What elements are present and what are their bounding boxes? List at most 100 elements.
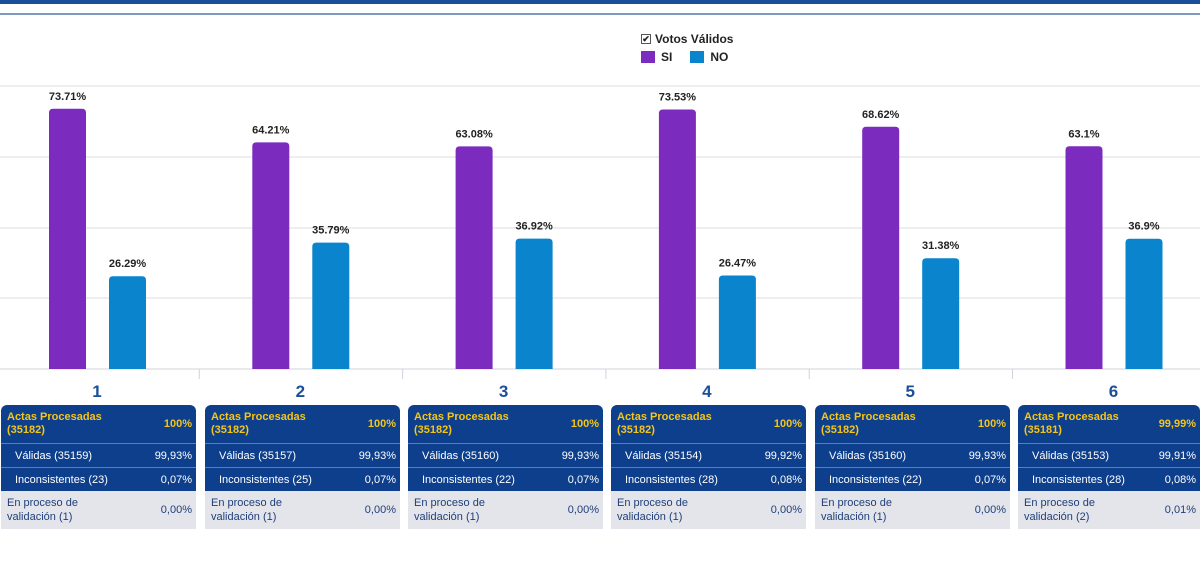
category-label-2: 2 bbox=[296, 382, 305, 400]
actas-value: 100% bbox=[977, 418, 1006, 430]
legend-item-si[interactable]: SI bbox=[641, 50, 672, 64]
en-proceso-label: En proceso de validación (1) bbox=[211, 497, 282, 523]
bar-no-4 bbox=[718, 275, 756, 369]
data-label-si-5: 68.62% bbox=[862, 109, 900, 121]
en-proceso-label: En proceso de validación (1) bbox=[821, 497, 892, 523]
inconsistentes-value: 0,07% bbox=[567, 473, 599, 486]
inconsistentes-value: 0,08% bbox=[770, 473, 802, 486]
actas-value: 100% bbox=[570, 418, 599, 430]
data-label-no-5: 31.38% bbox=[922, 240, 960, 252]
en-proceso-value: 0,00% bbox=[364, 504, 396, 516]
en-proceso-value: 0,00% bbox=[567, 504, 599, 516]
panel-head: Actas Procesadas (35182) 100% bbox=[611, 405, 806, 443]
validas-value: 99,93% bbox=[968, 449, 1006, 462]
legend-title: Votos Válidos bbox=[655, 32, 734, 46]
chart-legend: ✔ Votos Válidos SI NO bbox=[641, 31, 746, 66]
inconsistentes-value: 0,07% bbox=[974, 473, 1006, 486]
panel-row-en-proceso: En proceso de validación (1) 0,00% bbox=[408, 491, 603, 529]
en-proceso-label: En proceso de validación (2) bbox=[1024, 497, 1095, 523]
validas-value: 99,91% bbox=[1158, 449, 1196, 462]
validas-value: 99,92% bbox=[764, 449, 802, 462]
legend-item-no[interactable]: NO bbox=[690, 50, 728, 64]
panel-row-validas: Válidas (35154) 99,92% bbox=[611, 443, 806, 467]
panel-row-validas: Válidas (35159) 99,93% bbox=[1, 443, 196, 467]
panel-row-inconsistentes: Inconsistentes (22) 0,07% bbox=[815, 467, 1010, 491]
data-label-no-3: 36.92% bbox=[515, 221, 553, 233]
bar-si-6 bbox=[1065, 146, 1103, 369]
data-label-no-1: 26.29% bbox=[109, 258, 147, 270]
panel-head: Actas Procesadas (35182) 100% bbox=[815, 405, 1010, 443]
data-label-si-4: 73.53% bbox=[659, 91, 697, 103]
data-label-no-6: 36.9% bbox=[1128, 221, 1159, 233]
validas-label: Válidas (35160) bbox=[829, 449, 907, 462]
panel-row-inconsistentes: Inconsistentes (23) 0,07% bbox=[1, 467, 196, 491]
bar-no-1 bbox=[109, 276, 146, 369]
inconsistentes-value: 0,07% bbox=[364, 473, 396, 486]
actas-label: Actas Procesadas (35182) bbox=[211, 411, 306, 436]
inconsistentes-label: Inconsistentes (28) bbox=[625, 473, 718, 486]
validas-label: Válidas (35159) bbox=[15, 449, 93, 462]
panel-row-en-proceso: En proceso de validación (1) 0,00% bbox=[205, 491, 400, 529]
panel-1: Actas Procesadas (35182) 100% Válidas (35… bbox=[1, 405, 196, 530]
validas-label: Válidas (35160) bbox=[422, 449, 500, 462]
panel-row-validas: Válidas (35157) 99,93% bbox=[205, 443, 400, 467]
panel-row-en-proceso: En proceso de validación (2) 0,01% bbox=[1018, 491, 1200, 529]
checkbox-icon[interactable]: ✔ bbox=[641, 34, 651, 44]
data-label-no-4: 26.47% bbox=[719, 258, 757, 270]
en-proceso-label: En proceso de validación (1) bbox=[414, 497, 485, 523]
en-proceso-value: 0,00% bbox=[160, 504, 192, 516]
category-label-6: 6 bbox=[1109, 382, 1118, 400]
category-label-1: 1 bbox=[92, 382, 101, 400]
legend-title-row[interactable]: ✔ Votos Válidos bbox=[641, 31, 746, 47]
panel-2: Actas Procesadas (35182) 100% Válidas (35… bbox=[205, 405, 400, 530]
actas-value: 99,99% bbox=[1158, 418, 1196, 430]
validas-label: Válidas (35153) bbox=[1032, 449, 1110, 462]
inconsistentes-label: Inconsistentes (22) bbox=[422, 473, 515, 486]
data-label-si-1: 73.71% bbox=[49, 91, 87, 103]
actas-label: Actas Procesadas (35181) bbox=[1024, 411, 1119, 436]
inconsistentes-label: Inconsistentes (25) bbox=[219, 473, 312, 486]
data-label-no-2: 35.79% bbox=[312, 225, 350, 237]
panel-head: Actas Procesadas (35181) 99,99% bbox=[1018, 405, 1200, 443]
inconsistentes-label: Inconsistentes (23) bbox=[15, 473, 108, 486]
actas-value: 100% bbox=[367, 418, 396, 430]
bar-no-2 bbox=[312, 242, 350, 369]
actas-value: 100% bbox=[163, 418, 192, 430]
legend-label-no: NO bbox=[710, 50, 729, 64]
panel-row-inconsistentes: Inconsistentes (25) 0,07% bbox=[205, 467, 400, 491]
bar-no-5 bbox=[922, 258, 960, 369]
validas-value: 99,93% bbox=[358, 449, 396, 462]
bar-chart: 73.71% 26.29% 1 64.21% 35.79% 2 63.08% 36.92% 3 7… bbox=[0, 85, 1200, 400]
data-label-si-6: 63.1% bbox=[1068, 128, 1099, 140]
panel-head: Actas Procesadas (35182) 100% bbox=[1, 405, 196, 443]
bar-no-3 bbox=[515, 238, 553, 369]
actas-value: 100% bbox=[773, 418, 802, 430]
en-proceso-label: En proceso de validación (1) bbox=[617, 497, 688, 523]
inconsistentes-value: 0,07% bbox=[160, 473, 192, 486]
panel-row-inconsistentes: Inconsistentes (22) 0,07% bbox=[408, 467, 603, 491]
actas-label: Actas Procesadas (35182) bbox=[414, 411, 509, 436]
validas-value: 99,93% bbox=[561, 449, 599, 462]
validas-label: Válidas (35154) bbox=[625, 449, 703, 462]
category-label-4: 4 bbox=[702, 382, 712, 400]
panel-5: Actas Procesadas (35182) 100% Válidas (35… bbox=[815, 405, 1010, 530]
legend-swatch-si bbox=[641, 51, 655, 63]
bar-si-5 bbox=[862, 126, 900, 370]
actas-label: Actas Procesadas (35182) bbox=[7, 411, 102, 436]
legend-swatch-no bbox=[690, 51, 705, 63]
category-label-5: 5 bbox=[905, 382, 914, 400]
panel-row-en-proceso: En proceso de validación (1) 0,00% bbox=[1, 491, 196, 529]
inconsistentes-value: 0,08% bbox=[1164, 473, 1196, 486]
bar-no-6 bbox=[1125, 238, 1163, 369]
panel-4: Actas Procesadas (35182) 100% Válidas (35… bbox=[611, 405, 806, 530]
panel-3: Actas Procesadas (35182) 100% Válidas (35… bbox=[408, 405, 603, 530]
category-label-3: 3 bbox=[499, 382, 508, 400]
actas-label: Actas Procesadas (35182) bbox=[617, 411, 712, 436]
validas-value: 99,93% bbox=[154, 449, 192, 462]
validas-label: Válidas (35157) bbox=[219, 449, 297, 462]
panel-row-validas: Válidas (35153) 99,91% bbox=[1018, 443, 1200, 467]
en-proceso-label: En proceso de validación (1) bbox=[7, 497, 78, 523]
bar-si-3 bbox=[455, 146, 493, 369]
en-proceso-value: 0,00% bbox=[974, 504, 1006, 516]
panel-row-en-proceso: En proceso de validación (1) 0,00% bbox=[815, 491, 1010, 529]
